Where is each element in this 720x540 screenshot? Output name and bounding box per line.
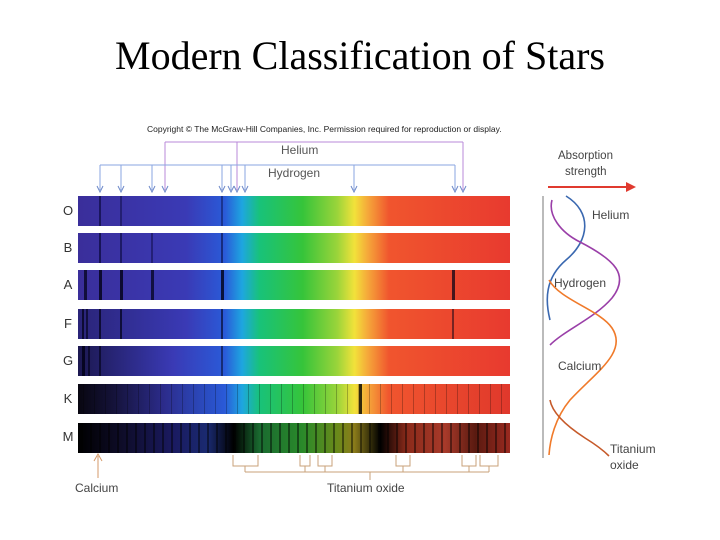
class-label-a: A <box>63 277 73 292</box>
spectrum-g <box>78 346 510 376</box>
line-marker-arrows <box>96 185 467 194</box>
spectrum-b <box>78 233 510 263</box>
spectrum-k <box>78 384 510 414</box>
hydrogen-curve <box>549 199 621 346</box>
panel-helium-label: Helium <box>592 208 630 222</box>
spectrum-o <box>78 196 510 226</box>
copyright-notice: Copyright © The McGraw-Hill Companies, I… <box>147 124 502 134</box>
helium-label: Helium <box>278 143 322 157</box>
panel-hydrogen-label: Hydrogen <box>554 276 607 290</box>
calcium-curve <box>548 279 618 456</box>
class-label-g: G <box>62 353 74 368</box>
class-label-o: O <box>62 203 74 218</box>
panel-titanium-oxide-label-line1: Titanium <box>610 442 656 456</box>
hydrogen-connector <box>99 164 456 190</box>
panel-titanium-oxide-label-line2: oxide <box>610 458 639 472</box>
page-title: Modern Classification of Stars <box>115 33 605 78</box>
calcium-label: Calcium <box>75 481 119 495</box>
helium-connector <box>164 141 464 190</box>
spectrum-m <box>78 423 510 453</box>
spectrum-f <box>78 309 510 339</box>
panel-calcium-label: Calcium <box>558 359 602 373</box>
hydrogen-label: Hydrogen <box>265 166 324 180</box>
class-label-m: M <box>62 429 74 444</box>
titanium-oxide-label: Titanium oxide <box>327 481 405 495</box>
absorption-heading-line2: strength <box>565 166 607 178</box>
helium-curve <box>546 195 586 321</box>
strength-arrowhead <box>626 182 636 192</box>
calcium-pointer <box>93 452 103 478</box>
class-label-f: F <box>64 316 72 331</box>
titanium-oxide-curve <box>549 399 610 457</box>
spectrum-a <box>78 270 510 300</box>
class-label-k: K <box>63 391 73 406</box>
absorption-heading-line1: Absorption <box>558 150 613 162</box>
titanium-oxide-connector <box>232 455 499 480</box>
class-label-b: B <box>63 240 73 255</box>
